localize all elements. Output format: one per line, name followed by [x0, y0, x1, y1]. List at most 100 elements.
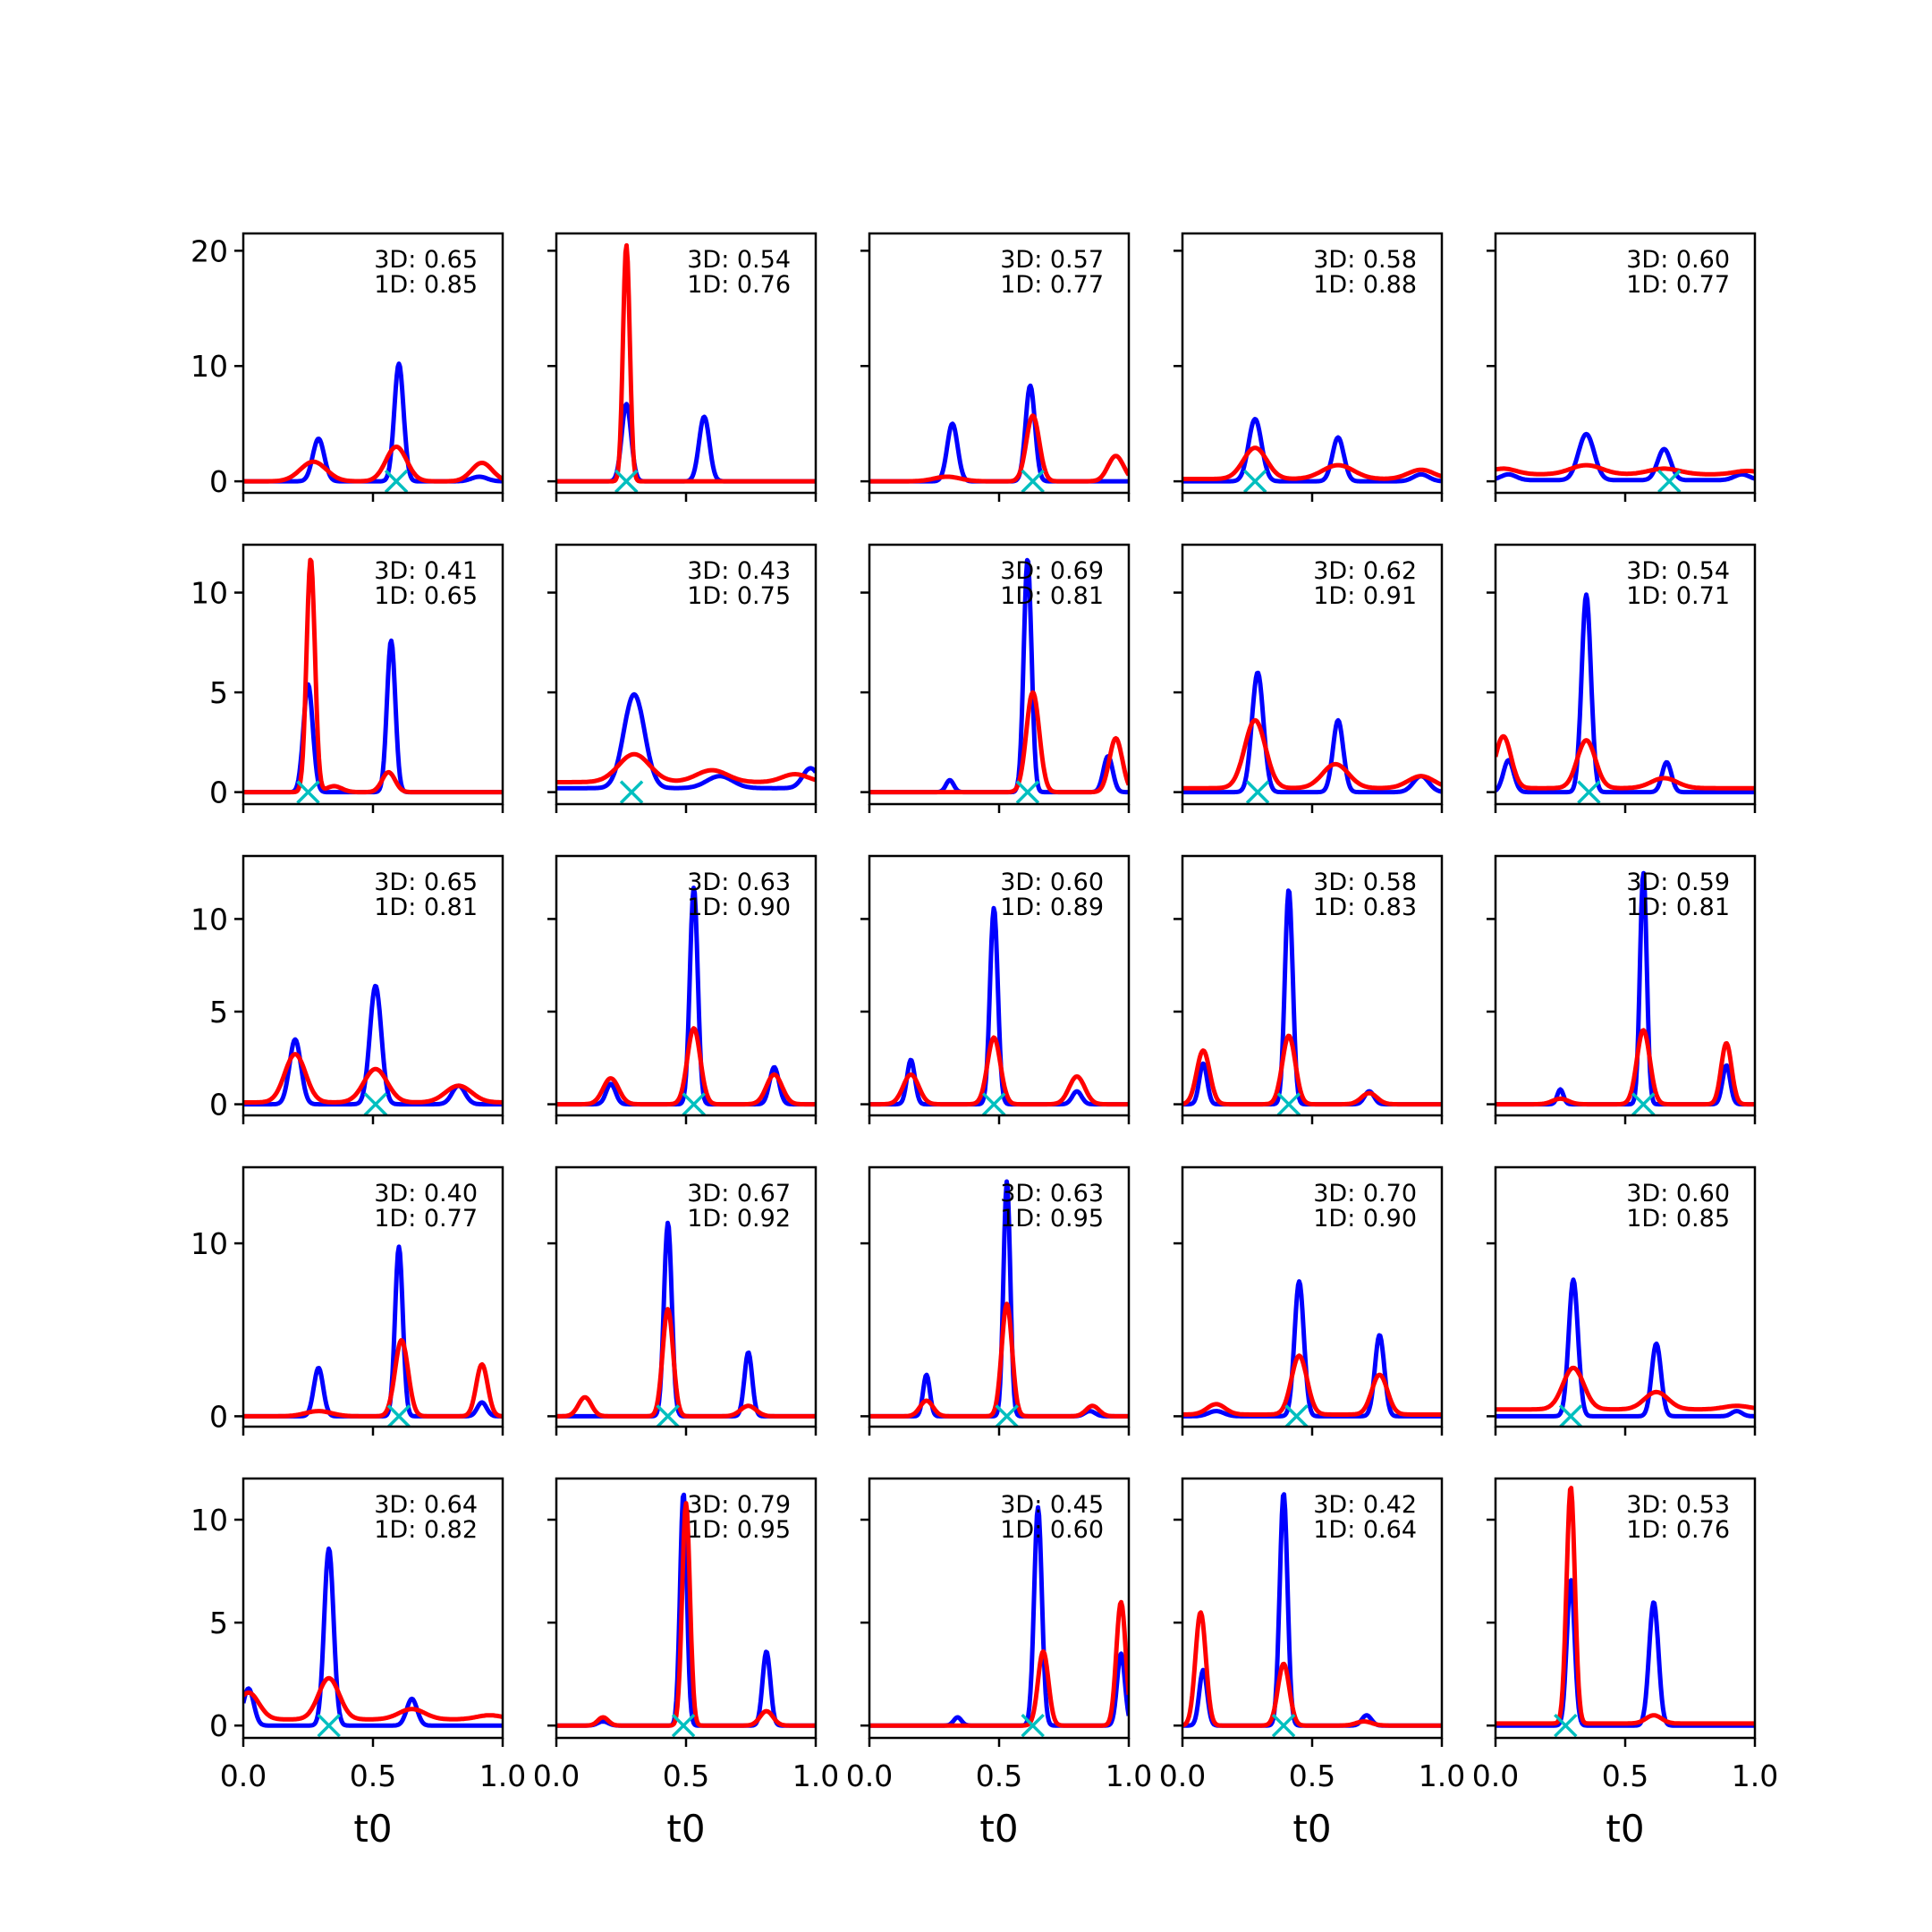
annotation-3d: 3D: 0.65: [374, 246, 478, 274]
marker-x: [1558, 1404, 1583, 1427]
annotation-1d: 1D: 0.77: [374, 1205, 478, 1233]
series-1d-line: [556, 751, 816, 784]
plot-area: [243, 983, 503, 1115]
marker-x: [386, 1404, 411, 1427]
annotation-1d: 1D: 0.64: [1313, 1516, 1417, 1544]
plot-area: [556, 1492, 816, 1738]
x-tick-label: 0.5: [1289, 1758, 1335, 1793]
y-tick-label: 5: [209, 995, 228, 1030]
marker-x: [619, 780, 644, 804]
series-1d-line: [869, 1599, 1129, 1728]
x-tick-label: 1.0: [1106, 1758, 1152, 1793]
plot-area: [243, 1244, 503, 1427]
annotation-3d: 3D: 0.62: [1313, 557, 1417, 585]
series-1d-line: [243, 1338, 503, 1419]
plot-area: [556, 886, 816, 1115]
x-tick-label: 1.0: [1419, 1758, 1465, 1793]
plot-area: [556, 1220, 816, 1427]
y-tick-label: 0: [209, 1399, 228, 1434]
plot-area: [869, 557, 1129, 804]
annotation-3d: 3D: 0.54: [687, 246, 791, 274]
annotation-1d: 1D: 0.81: [374, 894, 478, 921]
annotation-1d: 1D: 0.92: [687, 1205, 791, 1233]
annotation-1d: 1D: 0.89: [1000, 894, 1104, 921]
annotation-3d: 3D: 0.79: [687, 1491, 791, 1519]
series-3d-line: [1182, 888, 1442, 1107]
series-1d-line: [243, 557, 503, 795]
series-3d-line: [556, 1220, 816, 1419]
marker-x: [1554, 1713, 1578, 1738]
series-1d-line: [1182, 445, 1442, 481]
y-tick-label: 20: [191, 233, 228, 268]
series-3d-line: [1182, 1279, 1442, 1419]
annotation-1d: 1D: 0.91: [1313, 582, 1417, 610]
series-1d-line: [1496, 462, 1755, 477]
series-3d-line: [869, 905, 1129, 1107]
marker-x: [1284, 1404, 1309, 1427]
annotation-3d: 3D: 0.64: [374, 1491, 478, 1519]
x-tick-label: 0.0: [846, 1758, 893, 1793]
annotation-3d: 3D: 0.60: [1000, 869, 1104, 896]
series-3d-line: [243, 1546, 503, 1728]
x-tick-label: 0.0: [1159, 1758, 1206, 1793]
plot-area: [1182, 417, 1442, 493]
plot-area: [243, 1546, 503, 1738]
plot-area: [1496, 1277, 1755, 1427]
series-3d-line: [1182, 670, 1442, 795]
annotation-1d: 1D: 0.71: [1626, 582, 1730, 610]
series-3d-line: [556, 1492, 816, 1728]
marker-x: [981, 1092, 1006, 1115]
series-3d-line: [869, 383, 1129, 484]
marker-x: [1242, 469, 1267, 493]
annotation-1d: 1D: 0.81: [1000, 582, 1104, 610]
annotation-3d: 3D: 0.60: [1626, 1180, 1730, 1208]
y-tick-label: 10: [191, 576, 228, 611]
annotation-3d: 3D: 0.60: [1626, 246, 1730, 274]
x-tick-label: 0.5: [663, 1758, 709, 1793]
annotation-3d: 3D: 0.58: [1313, 869, 1417, 896]
annotation-1d: 1D: 0.76: [1626, 1516, 1730, 1544]
annotation-1d: 1D: 0.90: [687, 894, 791, 921]
series-3d-line: [243, 1244, 503, 1419]
series-1d-line: [869, 690, 1129, 795]
x-tick-label: 0.5: [976, 1758, 1022, 1793]
plot-area: [243, 361, 503, 493]
annotation-1d: 1D: 0.95: [687, 1516, 791, 1544]
series-1d-line: [869, 1301, 1129, 1419]
x-tick-label: 0.5: [350, 1758, 396, 1793]
series-3d-line: [243, 638, 503, 795]
series-1d-line: [243, 1675, 503, 1722]
annotation-1d: 1D: 0.85: [1626, 1205, 1730, 1233]
y-tick-label: 0: [209, 775, 228, 810]
annotation-1d: 1D: 0.77: [1626, 271, 1730, 299]
marker-x: [1271, 1713, 1296, 1738]
annotation-1d: 1D: 0.77: [1000, 271, 1104, 299]
series-3d-line: [1496, 592, 1755, 795]
series-1d-line: [1182, 1033, 1442, 1107]
marker-x: [1021, 469, 1045, 493]
plot-area: [1496, 870, 1755, 1115]
marker-x: [363, 1092, 388, 1115]
series-1d-line: [1182, 1610, 1442, 1728]
x-axis-label: t0: [1606, 1807, 1644, 1851]
annotation-1d: 1D: 0.85: [374, 271, 478, 299]
plot-area: [869, 1179, 1129, 1427]
annotation-3d: 3D: 0.69: [1000, 557, 1104, 585]
x-axis-label: t0: [353, 1807, 392, 1851]
